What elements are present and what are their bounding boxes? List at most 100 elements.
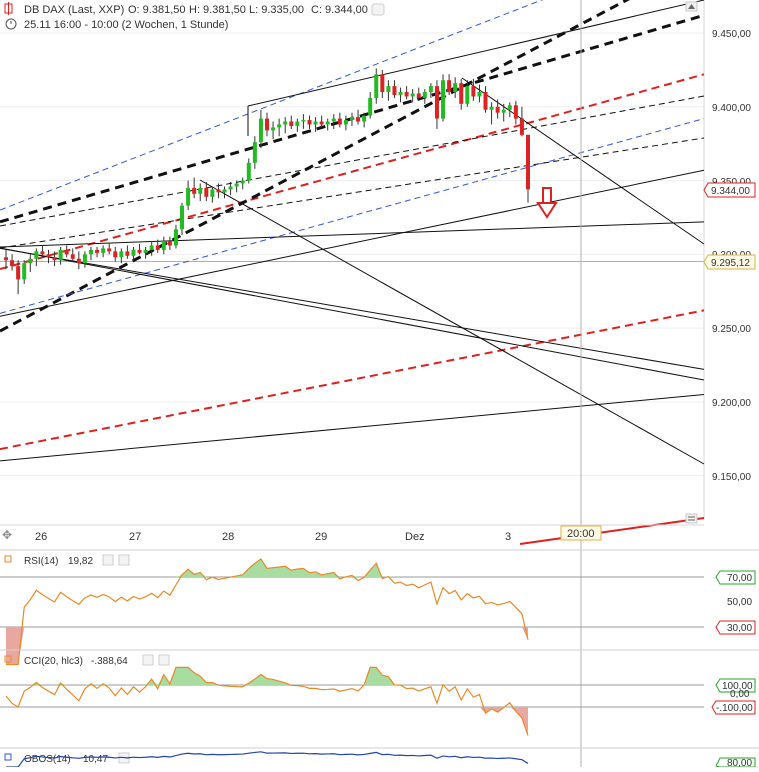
candle-body bbox=[28, 258, 33, 264]
cci-line-icon bbox=[4, 655, 12, 663]
candle-body bbox=[374, 74, 379, 98]
period-info: 25.11 16:00 - 10:00 (2 Wochen, 1 Stunde) bbox=[24, 19, 228, 31]
candle-body bbox=[459, 83, 464, 104]
time-badge-text: 20:00 bbox=[567, 528, 595, 540]
cci-level-label: -.100,00 bbox=[716, 703, 753, 714]
chart-header: DB DAX (Last, XXP) O: 9.381,50 H: 9.381,… bbox=[4, 2, 385, 31]
candle-body bbox=[173, 229, 178, 246]
candle-body bbox=[246, 162, 251, 181]
ohlc-close: C: 9.344,00 bbox=[311, 4, 368, 16]
cci-settings-icon[interactable] bbox=[142, 654, 154, 666]
price-tick-label: 9.150,00 bbox=[712, 472, 751, 483]
cci-value: -.388,64 bbox=[91, 656, 128, 667]
rsi-close-icon[interactable] bbox=[118, 554, 130, 566]
time-axis: ✥ 26 27 28 29 Dez 3 20:00 bbox=[0, 524, 704, 543]
candle-body bbox=[258, 118, 263, 143]
candle-body bbox=[368, 97, 373, 116]
trendline bbox=[0, 247, 705, 370]
cci-close-icon[interactable] bbox=[158, 654, 170, 666]
candle-body bbox=[331, 118, 336, 122]
candle-body bbox=[34, 251, 39, 259]
time-tick-label: Dez bbox=[405, 531, 425, 543]
candle-body bbox=[222, 189, 227, 193]
down-arrow-annotation bbox=[536, 187, 558, 219]
trendline bbox=[461, 77, 705, 245]
cci-level-badge-100 bbox=[715, 678, 756, 693]
candle-body bbox=[113, 251, 118, 258]
candle-body bbox=[422, 92, 427, 98]
candle-body bbox=[307, 120, 312, 125]
rsi-settings-icon[interactable] bbox=[102, 554, 114, 566]
candle-body bbox=[64, 249, 69, 255]
candle-body bbox=[477, 92, 482, 97]
obos-line bbox=[6, 751, 529, 768]
trendline bbox=[0, 221, 705, 248]
scroll-down-icon[interactable] bbox=[685, 513, 698, 524]
trendline bbox=[0, 0, 631, 333]
candle-body bbox=[362, 115, 367, 122]
trendline bbox=[0, 73, 705, 271]
rsi-level-label: 50,00 bbox=[727, 597, 752, 608]
clock-icon bbox=[5, 18, 17, 30]
candle-body bbox=[88, 249, 93, 255]
candle-body bbox=[277, 124, 282, 128]
candle-body bbox=[210, 189, 215, 197]
last-price-badge bbox=[703, 182, 756, 198]
price-tick-label: 9.450,00 bbox=[712, 29, 751, 40]
candle-body bbox=[519, 118, 524, 135]
candle-body bbox=[131, 249, 136, 256]
candle-body bbox=[234, 183, 239, 187]
cci-level-label: 100,00 bbox=[722, 681, 753, 692]
candle-body bbox=[22, 263, 27, 280]
candle-body bbox=[483, 92, 488, 110]
trendline bbox=[0, 137, 705, 249]
candle-body bbox=[46, 254, 51, 258]
crosshair-price-badge bbox=[703, 254, 756, 270]
candle-body bbox=[186, 187, 191, 206]
candle-body bbox=[58, 249, 63, 261]
candle-body bbox=[526, 134, 530, 190]
candle-body bbox=[453, 83, 458, 93]
candle-body bbox=[471, 86, 476, 97]
candle-body bbox=[289, 121, 294, 126]
candle-body bbox=[410, 93, 415, 97]
trendline bbox=[0, 0, 544, 211]
candle-body bbox=[428, 86, 433, 93]
candlesticks bbox=[4, 68, 530, 295]
candle-body bbox=[501, 109, 506, 113]
rsi-level-label: 70,00 bbox=[727, 573, 752, 584]
price-tick-label: 9.400,00 bbox=[712, 103, 751, 114]
rsi-title: RSI(14) bbox=[24, 556, 58, 567]
trendline bbox=[0, 118, 705, 314]
candle-body bbox=[489, 106, 494, 110]
cci-line bbox=[5, 666, 529, 736]
candle-body bbox=[228, 186, 233, 190]
ohlc-low: L: 9.335,00 bbox=[249, 4, 304, 16]
candle-body bbox=[119, 251, 124, 258]
ohlc-open: O: 9.381,50 bbox=[128, 4, 186, 16]
rsi-level-label: 30,00 bbox=[727, 623, 752, 634]
trendline bbox=[199, 179, 705, 465]
trendline bbox=[0, 169, 705, 317]
candle-body bbox=[392, 86, 397, 95]
time-tick-label: 29 bbox=[315, 531, 327, 543]
obos-panel: OBOS(14) 10,47 80,00 bbox=[0, 747, 759, 769]
trendline bbox=[247, 0, 705, 107]
trendline bbox=[0, 393, 705, 462]
rsi-panel: RSI(14) 19,82 70,00 50,00 30,00 bbox=[0, 549, 759, 666]
settings-gear-icon[interactable] bbox=[371, 3, 385, 16]
time-tick-label: 3 bbox=[505, 531, 511, 543]
candle-body bbox=[513, 105, 518, 119]
candle-body bbox=[216, 189, 221, 193]
candle-body bbox=[386, 86, 391, 93]
ohlc-high: H: 9.381,50 bbox=[189, 4, 246, 16]
candle-body bbox=[192, 187, 197, 194]
last-price-badge-text: 9.344,00 bbox=[711, 186, 750, 197]
rsi-line bbox=[6, 558, 529, 666]
zoom-crosshair-icon[interactable]: ✥ bbox=[2, 528, 12, 542]
instrument-name: DB DAX (Last, XXP) bbox=[24, 4, 124, 16]
candle-body bbox=[40, 251, 45, 255]
trendline bbox=[519, 517, 705, 545]
